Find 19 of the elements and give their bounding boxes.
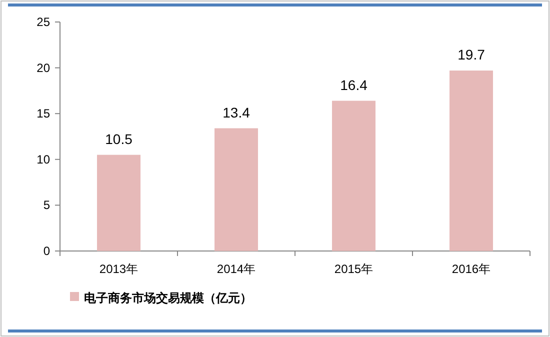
y-tick-label: 5 [43,198,50,212]
bar [97,154,140,251]
bar [214,128,258,251]
x-tick-label: 2014年 [216,262,256,276]
y-tick-label: 0 [43,244,50,258]
data-label: 13.4 [222,104,250,120]
data-label: 16.4 [340,76,368,93]
bar [332,100,376,251]
y-tick-label: 15 [36,106,50,121]
y-tick-label: 10 [36,152,50,166]
y-tick-label: 25 [36,15,50,29]
bar [450,70,493,251]
x-tick-label: 2016年 [452,262,491,276]
x-tick-label: 2013年 [99,262,138,276]
x-tick-label: 2015年 [334,262,374,276]
data-label: 19.7 [458,46,486,63]
y-tick-label: 20 [36,60,50,75]
legend-label: 电子商务市场交易规模（亿元） [84,291,252,305]
data-label: 10.5 [105,130,133,147]
